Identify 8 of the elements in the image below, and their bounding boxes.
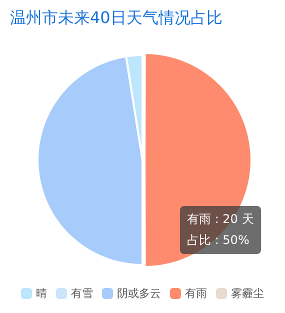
legend-label: 阴或多云 [116, 286, 161, 301]
legend-label: 有雪 [70, 286, 93, 301]
legend-label: 有雨 [184, 286, 207, 301]
legend-label: 雾霾尘 [230, 286, 264, 301]
chart-title: 温州市未来40日天气情况占比 [10, 8, 222, 29]
text: 有雨 : 20 天 [187, 211, 254, 228]
legend-label: 晴 [35, 286, 47, 301]
text: 占比 : 50% [187, 232, 250, 249]
